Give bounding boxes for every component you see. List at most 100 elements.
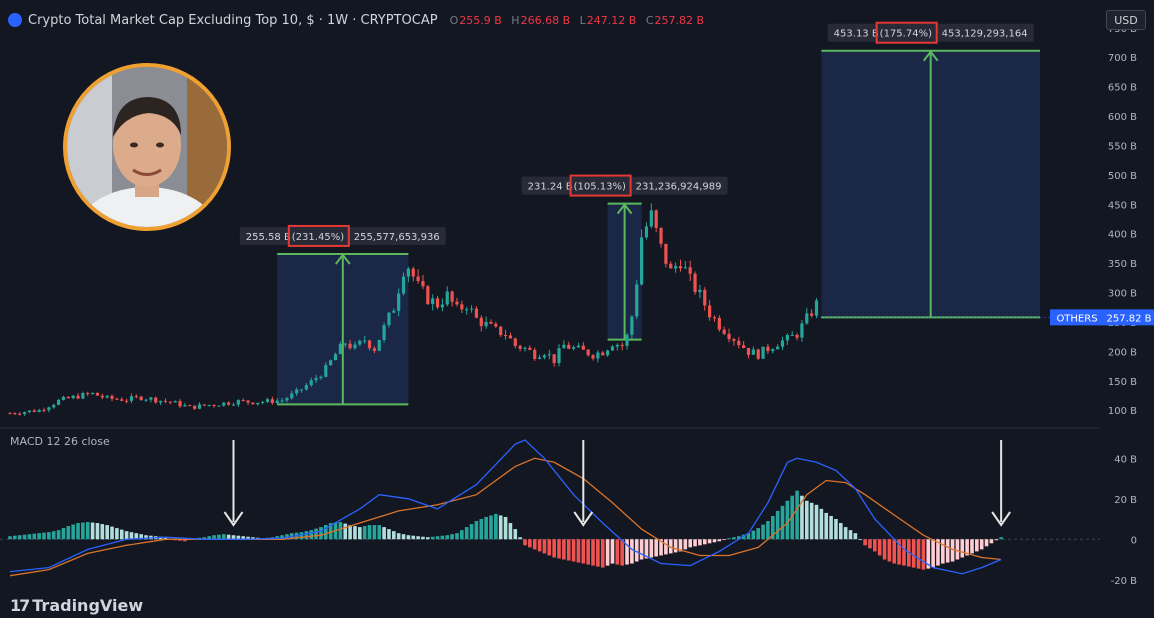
ohlc-close-value: 257.82 B — [654, 13, 705, 27]
candle-body — [217, 405, 221, 407]
macd-histogram-bar — [353, 526, 357, 540]
last-price-value: 257.82 B — [1106, 313, 1151, 324]
macd-histogram-bar — [683, 539, 688, 550]
measure-label[interactable]: 453.13 B (175.74%) 453,129,293,164 — [827, 21, 1034, 44]
candle-body — [790, 334, 794, 336]
candle-body — [499, 326, 503, 336]
measure-layer — [277, 49, 1040, 406]
candle-body — [640, 237, 644, 285]
macd-histogram-bar — [668, 539, 673, 554]
measure-label[interactable]: 255.58 B (231.45%) 255,577,653,936 — [239, 224, 446, 247]
macd-histogram-bar — [358, 527, 362, 540]
macd-histogram-bar — [221, 534, 226, 540]
price-tick-label: 100 B — [1108, 406, 1137, 417]
candle-body — [367, 340, 372, 349]
candle-body — [90, 392, 95, 394]
macd-histogram-bar — [654, 539, 658, 557]
macd-histogram-bar — [984, 539, 989, 547]
candle-body — [547, 354, 551, 356]
candle-body — [22, 412, 27, 415]
macd-histogram-bar — [328, 523, 333, 540]
macd-histogram-bar — [469, 524, 474, 540]
price-tick-label: 700 B — [1108, 53, 1137, 64]
candle-body — [275, 400, 279, 404]
candle-body — [178, 401, 182, 407]
candle-body — [664, 243, 668, 264]
candle-body — [18, 413, 22, 415]
candle-body — [202, 404, 206, 406]
macd-indicator-label[interactable]: MACD 12 26 close — [10, 435, 110, 448]
symbol-title[interactable]: Crypto Total Market Cap Excluding Top 10… — [28, 12, 438, 28]
candle-body — [212, 404, 216, 406]
macd-histogram-bar — [119, 529, 124, 540]
measure-label[interactable]: 231.24 B (105.13%) 231,236,924,989 — [521, 174, 728, 197]
measure-percent: (231.45%) — [292, 232, 344, 243]
macd-histogram-bar — [804, 500, 809, 540]
macd-histogram-bar — [751, 530, 756, 540]
macd-histogram-bar — [324, 525, 328, 540]
candle-body — [173, 401, 177, 403]
macd-histogram-bar — [246, 536, 250, 540]
measure-arrow-head-icon — [922, 50, 939, 62]
last-price-bg — [1104, 309, 1154, 326]
price-tick-label: 300 B — [1108, 289, 1137, 300]
macd-histogram-bar — [829, 515, 833, 540]
macd-histogram-bar — [494, 513, 498, 540]
candle-body — [115, 398, 119, 400]
macd-histogram-bar — [630, 539, 634, 564]
macd-histogram-bar — [693, 539, 697, 547]
candle-body — [610, 346, 615, 351]
macd-histogram-bar — [785, 500, 790, 540]
macd-histogram-bar — [557, 539, 561, 559]
candle-body — [649, 210, 653, 227]
ohlc-low-key: L — [579, 13, 586, 27]
macd-histogram-bar — [819, 508, 824, 540]
candle-body — [537, 357, 542, 359]
macd-histogram-bar — [532, 539, 537, 550]
macd-histogram-bar — [702, 539, 707, 545]
candle-body — [800, 323, 804, 338]
macd-histogram-bar — [401, 534, 406, 540]
macd-histogram-bar — [566, 539, 571, 561]
currency-selector[interactable]: USD — [1106, 10, 1146, 30]
candle-body — [256, 402, 260, 405]
macd-histogram-bar — [236, 535, 241, 540]
ohlc-close-key: C — [645, 13, 654, 27]
candle-body — [669, 263, 673, 269]
candle-body — [406, 268, 410, 277]
macd-axis[interactable]: -20 B 0 20 B 40 B — [1111, 454, 1138, 587]
symbol-tag-bg — [1050, 309, 1104, 326]
candle-body — [615, 344, 619, 347]
macd-histogram-bar — [839, 523, 843, 540]
candle-body — [814, 300, 819, 316]
candle-body — [518, 345, 522, 349]
measure-label-bg — [827, 23, 1034, 42]
macd-histogram-bar — [163, 537, 168, 540]
macd-histogram-bar — [921, 539, 926, 570]
macd-histogram-bar — [319, 527, 323, 540]
candle-body — [76, 395, 80, 399]
macd-histogram-bar — [736, 536, 741, 540]
macd-histogram-bar — [115, 528, 119, 540]
macd-histogram-bar — [999, 537, 1003, 540]
candle-body — [533, 349, 537, 359]
macd-histogram-bar — [56, 530, 61, 540]
macd-histogram-bar — [416, 536, 420, 540]
candle-body — [290, 393, 294, 399]
macd-histogram-bar — [790, 495, 795, 540]
macd-histogram-bar — [85, 522, 90, 540]
candle-body — [742, 345, 746, 348]
candle-body — [120, 399, 124, 401]
candle-body — [761, 346, 765, 359]
macd-histogram-bar — [955, 539, 960, 560]
macd-histogram-bar — [367, 525, 372, 540]
macd-histogram-bar — [489, 515, 493, 540]
candles-layer — [8, 203, 819, 416]
macd-histogram-bar — [304, 531, 309, 540]
measure-full-value: 231,236,924,989 — [636, 182, 722, 193]
candle-body — [56, 399, 61, 405]
macd-histogram-bar — [382, 527, 386, 540]
price-tick-label: 400 B — [1108, 230, 1137, 241]
